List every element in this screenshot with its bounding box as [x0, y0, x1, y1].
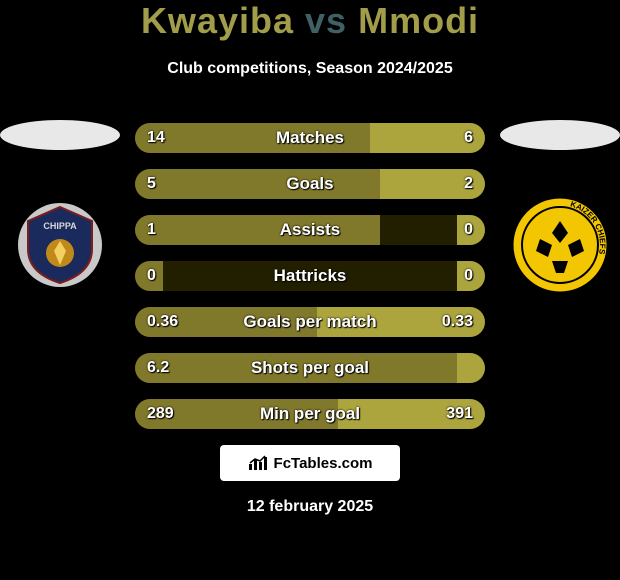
stat-label: Goals per match	[135, 307, 485, 337]
stat-value-right: 0	[464, 215, 473, 245]
player-left-head	[0, 120, 120, 150]
brand-text: FcTables.com	[274, 455, 373, 472]
title-vs: vs	[305, 0, 347, 41]
stat-value-right: 2	[464, 169, 473, 199]
stat-label: Goals	[135, 169, 485, 199]
stat-value-right: 6	[464, 123, 473, 153]
brand-pill[interactable]: FcTables.com	[220, 445, 400, 481]
stat-label: Shots per goal	[135, 353, 485, 383]
stat-row-matches: 14 Matches 6	[135, 123, 485, 153]
stat-value-right: 0.33	[442, 307, 473, 337]
stat-value-right: 0	[464, 261, 473, 291]
stat-label: Hattricks	[135, 261, 485, 291]
stat-row-goals: 5 Goals 2	[135, 169, 485, 199]
stat-row-spg: 6.2 Shots per goal	[135, 353, 485, 383]
stat-row-gpm: 0.36 Goals per match 0.33	[135, 307, 485, 337]
club-logo-left: CHIPPA	[10, 195, 110, 295]
stat-row-mpg: 289 Min per goal 391	[135, 399, 485, 429]
player-left-avatar: CHIPPA	[0, 120, 120, 295]
title-right: Mmodi	[358, 0, 479, 41]
title-left: Kwayiba	[141, 0, 294, 41]
player-right-avatar: KAIZER CHIEFS	[500, 120, 620, 295]
stat-value-right: 391	[446, 399, 473, 429]
player-right-head	[500, 120, 620, 150]
brand-chart-icon	[248, 455, 270, 471]
stat-row-hattricks: 0 Hattricks 0	[135, 261, 485, 291]
stats-container: 14 Matches 6 5 Goals 2 1 Assists 0 0 Hat…	[135, 123, 485, 445]
club-logo-right: KAIZER CHIEFS	[510, 195, 610, 295]
stat-label: Matches	[135, 123, 485, 153]
stat-label: Min per goal	[135, 399, 485, 429]
stat-label: Assists	[135, 215, 485, 245]
page-title: Kwayiba vs Mmodi	[0, 0, 620, 42]
stat-row-assists: 1 Assists 0	[135, 215, 485, 245]
subtitle: Club competitions, Season 2024/2025	[0, 60, 620, 78]
svg-text:CHIPPA: CHIPPA	[43, 221, 77, 231]
date-text: 12 february 2025	[0, 498, 620, 516]
